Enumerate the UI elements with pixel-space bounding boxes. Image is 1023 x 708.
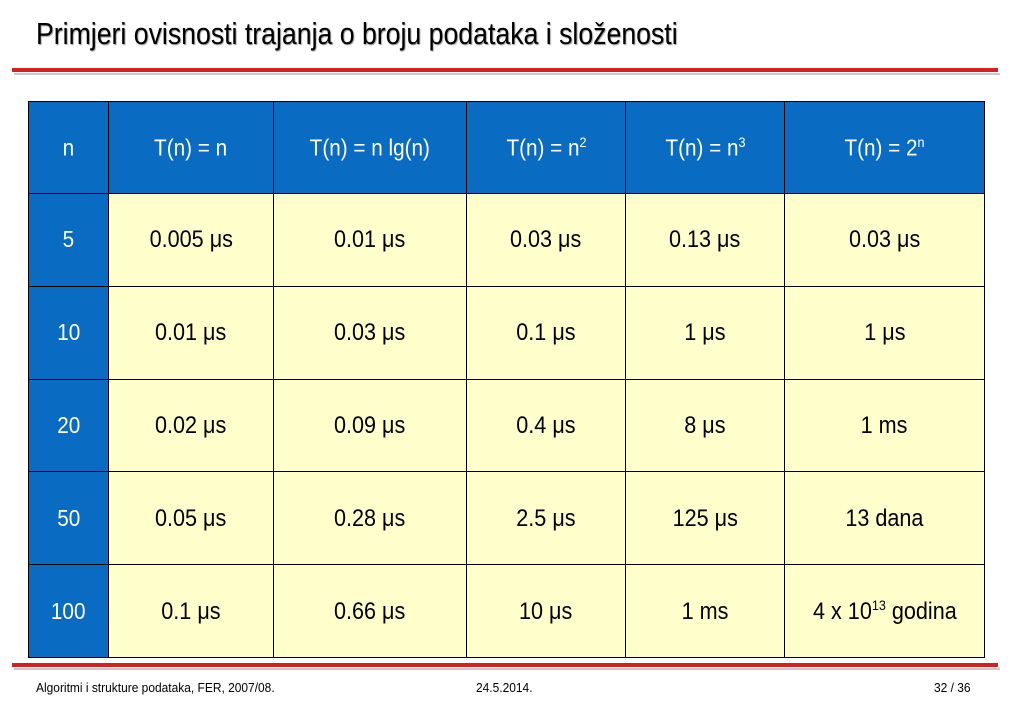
- table-cell: 0.28 μs: [273, 471, 467, 566]
- table-cell: 0.66 μs: [273, 564, 467, 658]
- table-row: 20 0.02 μs 0.09 μs 0.4 μs 8 μs 1 ms: [28, 378, 985, 473]
- row-header-n: 5: [28, 193, 109, 287]
- header-n: n: [28, 101, 109, 194]
- table-cell: 1 ms: [784, 378, 985, 473]
- table-cell: 1 ms: [625, 564, 785, 658]
- header-cubic: T(n) = n3: [625, 101, 785, 194]
- table-cell: 0.1 μs: [466, 285, 626, 380]
- top-rule-shadow: [14, 73, 1000, 75]
- header-exponential: T(n) = 2n: [784, 101, 985, 194]
- footer-page-number: 32 / 36: [934, 680, 971, 695]
- top-rule: [12, 68, 998, 72]
- table-row: 100 0.1 μs 0.66 μs 10 μs 1 ms 4 x 1013 godina: [28, 564, 985, 658]
- row-header-n: 10: [28, 285, 109, 380]
- header-row: n T(n) = n T(n) = n lg(n) T(n) = n2 T(n)…: [28, 101, 985, 194]
- header-nlogn: T(n) = n lg(n): [273, 101, 467, 194]
- table-cell: 0.01 μs: [108, 285, 274, 380]
- table-cell: 0.03 μs: [784, 193, 985, 287]
- footer-course: Algoritmi i strukture podataka, FER, 200…: [36, 680, 275, 695]
- complexity-table: n T(n) = n T(n) = n lg(n) T(n) = n2 T(n)…: [28, 101, 985, 658]
- table-row: 10 0.01 μs 0.03 μs 0.1 μs 1 μs 1 μs: [28, 285, 985, 380]
- bottom-rule-shadow: [14, 668, 1000, 670]
- table-cell: 1 μs: [784, 285, 985, 380]
- table-row: 50 0.05 μs 0.28 μs 2.5 μs 125 μs 13 dana: [28, 471, 985, 566]
- slide-title: Primjeri ovisnosti trajanja o broju poda…: [36, 16, 678, 51]
- table-cell: 1 μs: [625, 285, 785, 380]
- bottom-rule: [12, 663, 998, 667]
- table-cell: 0.1 μs: [108, 564, 274, 658]
- table-cell: 10 μs: [466, 564, 626, 658]
- row-header-n: 20: [28, 378, 109, 473]
- table-cell: 0.005 μs: [108, 193, 274, 287]
- table-cell: 13 dana: [784, 471, 985, 566]
- header-linear: T(n) = n: [108, 101, 274, 194]
- table-cell: 0.09 μs: [273, 378, 467, 473]
- table-cell: 0.03 μs: [466, 193, 626, 287]
- table-cell: 0.05 μs: [108, 471, 274, 566]
- header-quadratic: T(n) = n2: [466, 101, 626, 194]
- table-cell: 8 μs: [625, 378, 785, 473]
- table-cell: 0.01 μs: [273, 193, 467, 287]
- row-header-n: 100: [28, 564, 109, 658]
- table-cell: 0.13 μs: [625, 193, 785, 287]
- table-cell: 125 μs: [625, 471, 785, 566]
- table-cell: 4 x 1013 godina: [784, 564, 985, 658]
- table-cell: 0.02 μs: [108, 378, 274, 473]
- table-row: 5 0.005 μs 0.01 μs 0.03 μs 0.13 μs 0.03 μs: [28, 193, 985, 287]
- footer-date: 24.5.2014.: [476, 680, 533, 695]
- row-header-n: 50: [28, 471, 109, 566]
- table-cell: 0.03 μs: [273, 285, 467, 380]
- table-cell: 0.4 μs: [466, 378, 626, 473]
- table-cell: 2.5 μs: [466, 471, 626, 566]
